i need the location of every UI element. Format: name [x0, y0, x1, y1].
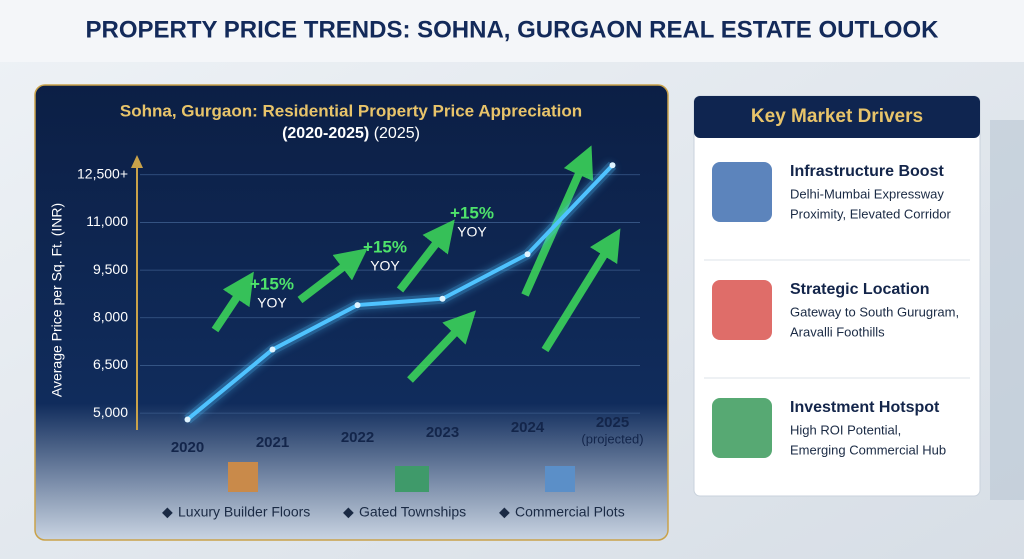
- point: [354, 302, 361, 309]
- property-type: Commercial Plots: [515, 504, 625, 520]
- y-tick-label: 12,500+: [77, 165, 128, 181]
- window-decor: [990, 120, 1024, 500]
- point: [609, 162, 616, 169]
- x-tick-label: 2024: [511, 419, 545, 436]
- property-types: ◆ Luxury Builder Floors ◆ Gated Township…: [162, 462, 625, 520]
- annotation: +15%: [363, 237, 407, 256]
- chart-subtitle: (2020-2025) (2025): [282, 125, 420, 142]
- x-tick-label: 2025: [596, 414, 629, 431]
- chart-title: Sohna, Gurgaon: Residential Property Pri…: [120, 101, 582, 120]
- subtitle-range: (2020-2025): [282, 125, 369, 142]
- y-tick-label: 8,000: [93, 308, 128, 324]
- trend-arrow: [297, 248, 368, 304]
- annotation: +15%: [450, 203, 494, 222]
- point: [269, 346, 276, 353]
- annotation-sub: YOY: [257, 295, 287, 311]
- y-tick-label: 11,000: [86, 213, 128, 229]
- x-tick-label: 2023: [426, 424, 459, 441]
- line: [186, 163, 614, 422]
- trend-arrow: [396, 219, 455, 293]
- driver-title: Infrastructure Boost: [790, 163, 944, 180]
- y-tick-label: 9,500: [93, 261, 128, 277]
- driver-title: Strategic Location: [790, 281, 930, 298]
- x-tick-note: (projected): [581, 431, 643, 446]
- page-title: PROPERTY PRICE TRENDS: SOHNA, GURGAON RE…: [86, 16, 940, 43]
- trend-arrow: [541, 228, 621, 353]
- bullet: ◆: [499, 504, 510, 520]
- bullet: ◆: [162, 504, 173, 520]
- annotation-sub: YOY: [370, 258, 400, 274]
- point: [439, 295, 446, 302]
- icon-plots: [545, 466, 575, 492]
- y-axis-label: Average Price per Sq. Ft. (INR): [49, 203, 65, 397]
- driver-title: Investment Hotspot: [790, 399, 940, 416]
- x-tick-label: 2020: [171, 439, 204, 456]
- drivers-header: [694, 96, 980, 138]
- y-axis-arrow: [131, 155, 143, 168]
- y-tick-label: 6,500: [93, 356, 128, 372]
- point: [184, 416, 191, 423]
- driver-text: Gateway to South Gurugram,: [790, 304, 959, 319]
- x-tick-label: 2021: [256, 434, 289, 451]
- property-type: Gated Townships: [359, 504, 466, 520]
- annotation-sub: YOY: [457, 224, 487, 240]
- x-tick-label: 2022: [341, 429, 374, 446]
- trend-arrow: [211, 271, 254, 333]
- plot: 5,000 6,500 8,000 9,500 11,000 12,500+ 2020 202…: [77, 145, 644, 456]
- driver-icon: [712, 280, 772, 340]
- driver-text: High ROI Potential,: [790, 422, 901, 437]
- subtitle-note: (2025): [374, 125, 420, 142]
- trend-arrow: [407, 310, 477, 383]
- property-type: Luxury Builder Floors: [178, 504, 310, 520]
- driver-text: Delhi-Mumbai Expressway: [790, 186, 944, 201]
- driver-text: Aravalli Foothills: [790, 324, 885, 339]
- title-bar: [0, 0, 1024, 62]
- drivers-title: Key Market Drivers: [751, 106, 923, 127]
- driver-icon: [712, 162, 772, 222]
- y-tick-label: 5,000: [93, 404, 128, 420]
- driver-icon: [712, 398, 772, 458]
- annotation: +15%: [250, 274, 294, 293]
- bullet: ◆: [343, 504, 354, 520]
- point: [524, 251, 531, 258]
- icon-floors: [228, 462, 258, 492]
- driver-text: Emerging Commercial Hub: [790, 442, 946, 457]
- drivers-list: Infrastructure Boost Delhi-Mumbai Express…: [704, 162, 970, 458]
- driver-text: Proximity, Elevated Corridor: [790, 206, 952, 221]
- icon-townships: [395, 466, 429, 492]
